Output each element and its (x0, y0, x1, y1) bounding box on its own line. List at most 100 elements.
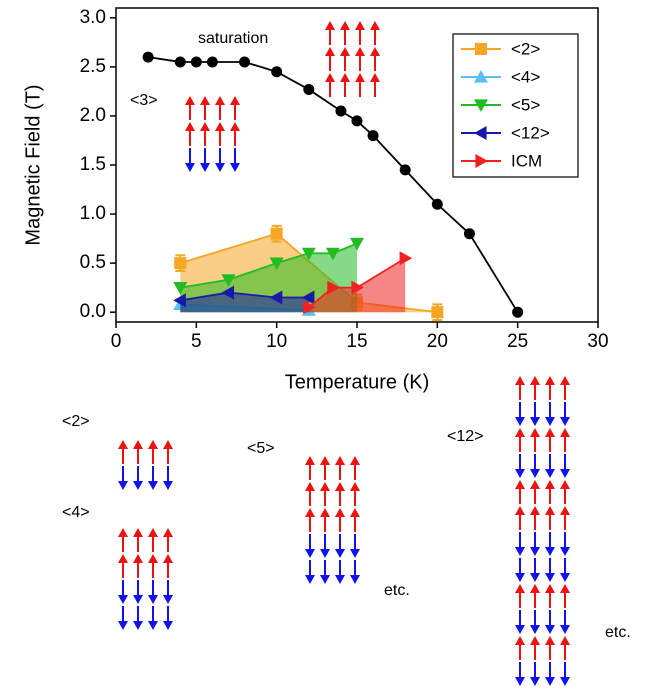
spin-diagram (118, 528, 173, 630)
marker (350, 237, 364, 251)
marker (475, 154, 488, 168)
marker (474, 99, 488, 112)
spin-head (560, 428, 570, 437)
legend-label: <4> (511, 67, 540, 86)
spin-head (530, 376, 540, 385)
spin-head (350, 456, 360, 465)
spin-head (560, 584, 570, 593)
spin-head (530, 428, 540, 437)
spin-head (560, 573, 570, 582)
y-tick-label: 2.0 (80, 105, 106, 126)
marker (475, 43, 487, 55)
y-tick-label: 1.5 (80, 154, 106, 175)
spin-head (335, 456, 345, 465)
spin-head (305, 482, 315, 491)
spin-head (320, 456, 330, 465)
marker (174, 257, 187, 270)
spin-diagram (305, 456, 360, 584)
marker (327, 280, 340, 295)
spin-head (560, 547, 570, 556)
spin-head (530, 584, 540, 593)
spin-head (118, 595, 128, 604)
spin-head (163, 528, 173, 537)
spin-head (515, 584, 525, 593)
marker (303, 300, 316, 315)
spin-diagram (118, 440, 173, 490)
spin-head (350, 575, 360, 584)
spin-head (335, 508, 345, 517)
marker (474, 70, 488, 83)
spin-head (148, 595, 158, 604)
x-tick-label: 15 (346, 331, 367, 352)
marker (174, 56, 186, 68)
spin-head (530, 625, 540, 634)
spin-head (560, 506, 570, 515)
spin-head (185, 163, 195, 172)
spin-head (515, 417, 525, 426)
marker (301, 290, 315, 305)
spin-head (515, 636, 525, 645)
spin-head (545, 584, 555, 593)
x-tick-label: 10 (266, 331, 287, 352)
spin-head (545, 677, 555, 686)
spin-head (560, 376, 570, 385)
spin-head (545, 428, 555, 437)
marker (463, 228, 475, 240)
spin-head (325, 73, 335, 82)
annotation: <12> (447, 428, 483, 445)
marker (301, 247, 316, 261)
spin-head (335, 549, 345, 558)
spin-head (200, 163, 210, 172)
marker (271, 66, 283, 78)
spin-head (305, 549, 315, 558)
spin-diagram (325, 21, 380, 97)
spin-head (560, 636, 570, 645)
spin-head (515, 376, 525, 385)
spin-head (118, 440, 128, 449)
spin-head (163, 440, 173, 449)
annotation: <2> (62, 413, 90, 430)
spin-head (530, 506, 540, 515)
spin-head (325, 21, 335, 30)
spin-head (320, 549, 330, 558)
marker (269, 257, 284, 271)
spin-head (370, 73, 380, 82)
marker (367, 130, 379, 142)
spin-head (545, 506, 555, 515)
spin-head (530, 480, 540, 489)
spin-head (163, 481, 173, 490)
y-tick-label: 2.5 (80, 56, 106, 77)
spin-head (545, 547, 555, 556)
spin-head (560, 469, 570, 478)
spin-head (320, 575, 330, 584)
spin-head (370, 21, 380, 30)
spin-head (148, 440, 158, 449)
marker (399, 251, 413, 266)
spin-head (515, 428, 525, 437)
spin-head (530, 636, 540, 645)
legend-label: <12> (511, 123, 550, 142)
x-tick-label: 30 (587, 331, 608, 352)
spin-head (118, 528, 128, 537)
y-tick-label: 0.5 (80, 252, 106, 273)
spin-head (560, 480, 570, 489)
spin-head (335, 575, 345, 584)
spin-head (350, 549, 360, 558)
annotation: saturation (198, 30, 268, 47)
marker (303, 83, 315, 95)
spin-head (530, 469, 540, 478)
spin-head (530, 417, 540, 426)
spin-head (215, 163, 225, 172)
spin-head (305, 456, 315, 465)
spin-head (133, 621, 143, 630)
marker (221, 274, 236, 287)
marker (431, 198, 443, 210)
annotation: <4> (62, 504, 90, 521)
spin-head (560, 625, 570, 634)
spin-head (118, 481, 128, 490)
marker (269, 290, 283, 305)
spin-head (230, 96, 240, 105)
spin-head (215, 122, 225, 131)
spin-head (320, 508, 330, 517)
